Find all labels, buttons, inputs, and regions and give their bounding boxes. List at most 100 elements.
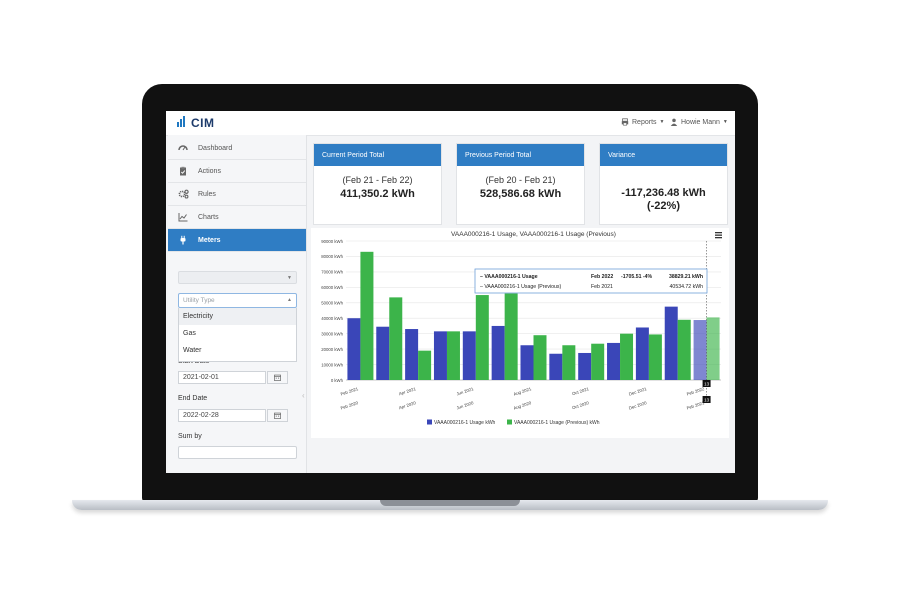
sidebar-collapse-handle[interactable]: ‹ — [302, 391, 305, 400]
printer-icon — [621, 118, 629, 126]
start-date-value: 2021-02-01 — [183, 374, 219, 381]
x-tick-label-previous: Feb 2021 — [686, 400, 705, 411]
plug-icon — [177, 234, 189, 246]
cim-logo-icon[interactable] — [177, 116, 185, 127]
x-tick-label-previous: Oct 2020 — [571, 400, 590, 410]
bar-current — [347, 318, 361, 380]
usage-chart-svg: VAAA000216-1 Usage, VAAA000216-1 Usage (… — [321, 231, 722, 426]
crosshair-label: 13 — [704, 397, 710, 402]
x-tick-label-current: Dec 2021 — [628, 386, 648, 397]
bar-previous — [360, 251, 374, 380]
sidebar-item-meters[interactable]: Meters — [168, 229, 306, 252]
bar-current — [405, 329, 419, 380]
x-tick-label-previous: Feb 2020 — [340, 400, 359, 411]
crosshair-label-bg — [702, 396, 711, 403]
bar-current — [376, 326, 390, 380]
utility-type-dropdown: Electricity Gas Water — [178, 308, 297, 362]
tooltip-value: 38829.21 kWh — [669, 274, 703, 280]
hamburger-menu-icon — [715, 237, 722, 239]
caret-down-icon: ▼ — [287, 275, 292, 281]
bar-current — [462, 331, 476, 380]
card-value: 528,586.68 kWh — [479, 188, 562, 200]
bar-current — [433, 331, 447, 380]
bar-previous — [591, 343, 605, 380]
sum-by-select[interactable] — [178, 446, 297, 459]
bar-previous — [706, 317, 720, 380]
sidebar-item-dashboard[interactable]: Dashboard — [168, 137, 306, 160]
caret-down-icon: ▼ — [722, 119, 728, 125]
user-menu[interactable]: Howie Mann ▼ — [670, 118, 728, 126]
sidebar-item-label: Actions — [198, 167, 221, 175]
clipboard-check-icon — [177, 165, 189, 177]
legend-label-current: VAAA000216-1 Usage kWh — [434, 420, 496, 426]
utility-option-water[interactable]: Water — [183, 347, 202, 354]
sidebar-item-actions[interactable]: Actions — [168, 160, 306, 183]
app-screen: CIM Reports ▼ Howie Mann ▼ Dashboard Act… — [166, 111, 735, 473]
chart-tooltip — [474, 268, 708, 294]
end-date-value: 2022-02-28 — [183, 412, 219, 419]
bar-previous — [677, 319, 691, 380]
x-tick-label-current: Feb 2021 — [340, 386, 359, 397]
bar-previous — [504, 293, 518, 380]
card-value: -117,236.48 kWh — [621, 187, 706, 199]
hamburger-menu-icon — [715, 232, 722, 234]
tooltip-series-label: – VAAA000216-1 Usage — [480, 274, 538, 280]
variance-card: Variance -117,236.48 kWh (-22%) — [599, 143, 728, 225]
meter-select[interactable]: ▼ — [178, 271, 297, 284]
x-tick-label-previous: Dec 2020 — [628, 400, 648, 411]
y-tick-label: 70000 kWh — [321, 270, 343, 275]
card-title: Previous Period Total — [457, 144, 584, 166]
user-name: Howie Mann — [681, 118, 720, 126]
bar-current — [664, 306, 678, 380]
sidebar-item-label: Charts — [198, 213, 219, 221]
legend-swatch-previous — [507, 419, 512, 425]
app-logo-text: CIM — [191, 116, 215, 130]
y-tick-label: 30000 kWh — [321, 331, 343, 336]
bar-previous — [475, 295, 489, 380]
x-tick-label-current: Feb 2022 — [686, 386, 705, 397]
y-tick-label: 0 kWh — [331, 378, 344, 383]
y-tick-label: 20000 kWh — [321, 347, 343, 352]
y-tick-label: 60000 kWh — [321, 285, 343, 290]
y-tick-label: 80000 kWh — [321, 254, 343, 259]
current-period-card: Current Period Total (Feb 21 - Feb 22) 4… — [313, 143, 442, 225]
tooltip-value: 40534.72 kWh — [670, 284, 704, 290]
sum-by-label: Sum by — [178, 433, 202, 440]
x-tick-label-current: Aug 2021 — [513, 386, 533, 397]
calendar-icon — [274, 412, 281, 419]
sidebar-item-label: Dashboard — [198, 144, 233, 152]
legend-swatch-current — [427, 419, 432, 425]
reports-label: Reports — [632, 118, 657, 126]
legend-label-previous: VAAA000216-1 Usage (Previous) kWh — [514, 420, 600, 426]
caret-down-icon: ▼ — [659, 119, 665, 125]
card-period: (Feb 21 - Feb 22) — [342, 175, 413, 185]
tooltip-period: Feb 2022 — [591, 274, 613, 280]
end-date-calendar-button[interactable] — [267, 409, 288, 422]
end-date-input[interactable]: 2022-02-28 — [178, 409, 266, 422]
x-tick-label-current: Jun 2021 — [456, 386, 475, 396]
bar-previous — [620, 333, 634, 380]
crosshair-label-bg — [702, 380, 711, 387]
utility-option-electricity[interactable]: Electricity — [179, 308, 296, 325]
bar-current — [578, 352, 592, 380]
y-tick-label: 10000 kWh — [321, 362, 343, 367]
bar-current — [635, 327, 649, 380]
sidebar-item-rules[interactable]: Rules — [168, 183, 306, 206]
utility-option-gas[interactable]: Gas — [183, 330, 196, 337]
card-period: (Feb 20 - Feb 21) — [485, 175, 556, 185]
caret-up-icon: ▲ — [287, 297, 292, 303]
start-date-input[interactable]: 2021-02-01 — [178, 371, 266, 384]
sidebar-item-charts[interactable]: Charts — [168, 206, 306, 229]
sidebar: Dashboard Actions Rules Charts Meters — [168, 135, 307, 473]
gears-icon — [177, 188, 189, 200]
utility-type-select[interactable]: Utility Type ▲ — [178, 293, 297, 308]
bar-current — [607, 342, 621, 380]
crosshair-label: 13 — [704, 381, 710, 386]
tooltip-series-label: – VAAA000216-1 Usage (Previous) — [480, 284, 561, 290]
reports-menu[interactable]: Reports ▼ — [621, 118, 664, 126]
sidebar-item-label: Rules — [198, 190, 216, 198]
top-navbar: CIM Reports ▼ Howie Mann ▼ — [166, 111, 735, 136]
card-value: 411,350.2 kWh — [340, 188, 415, 200]
x-tick-label-previous: Jun 2020 — [456, 400, 475, 410]
start-date-calendar-button[interactable] — [267, 371, 288, 384]
